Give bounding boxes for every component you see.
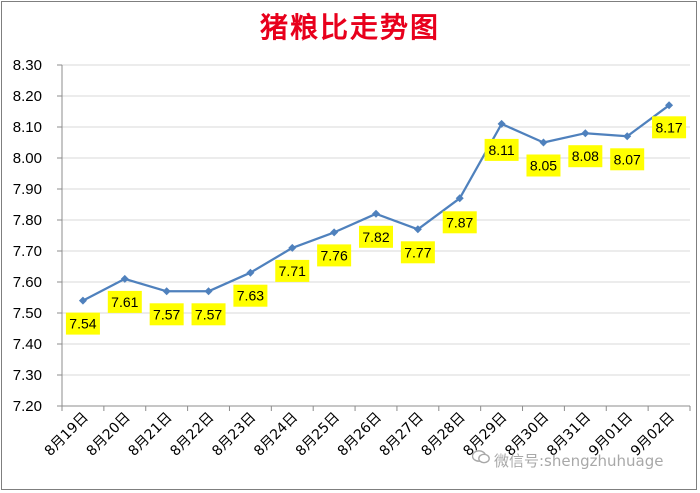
data-label: 7.61 (107, 290, 142, 313)
data-points (78, 101, 674, 305)
watermark: 微信号:shengzhuhuage (472, 450, 663, 471)
data-point (330, 228, 339, 237)
data-point (497, 119, 506, 128)
y-tick-label: 8.20 (13, 88, 42, 105)
y-tick-label: 8.00 (13, 150, 42, 167)
data-point (78, 296, 87, 305)
data-label-bg (275, 259, 310, 282)
data-label: 8.08 (568, 145, 603, 168)
data-label-text: 7.76 (321, 247, 348, 263)
data-label-text: 8.05 (530, 158, 557, 174)
data-labels: 7.54 7.61 7.57 7.57 7.63 7.71 7.76 7.82 7.77 7.87… (65, 116, 687, 335)
data-label-bg (568, 145, 603, 168)
data-label-bg (484, 138, 519, 161)
x-tick-label: 8月26日 (335, 410, 385, 460)
data-label-bg (191, 303, 226, 326)
data-label: 8.07 (610, 148, 645, 171)
data-label-bg (65, 312, 100, 335)
y-tick-label: 7.70 (13, 243, 42, 260)
x-tick-label: 8月22日 (167, 410, 217, 460)
data-point (413, 225, 422, 234)
data-label-text: 7.87 (446, 214, 473, 230)
data-label: 7.76 (317, 244, 352, 267)
x-tick-label: 8月24日 (251, 410, 301, 460)
data-label: 7.87 (442, 211, 477, 234)
data-label: 7.54 (65, 312, 100, 335)
x-tick-label: 8月27日 (377, 410, 427, 460)
data-label: 7.71 (275, 259, 310, 282)
data-point (539, 138, 548, 147)
y-tick-label: 7.20 (13, 398, 42, 415)
series-line (82, 104, 670, 302)
x-tick-label: 8月28日 (419, 410, 469, 460)
data-label: 7.82 (359, 225, 393, 248)
y-axis-ticks: 8.30 8.20 8.10 8.00 7.90 7.80 7.70 7.60 7.50 7.40… (13, 57, 42, 415)
data-label: 8.17 (652, 116, 687, 139)
data-label: 7.77 (400, 241, 435, 264)
data-point (665, 101, 674, 110)
data-label-text: 7.77 (404, 244, 431, 260)
chart-title: 猪粮比走势图 (259, 11, 440, 44)
data-label-text: 7.57 (195, 306, 222, 322)
data-label-bg (400, 241, 435, 264)
data-label-bg (442, 211, 477, 234)
data-label-text: 8.11 (488, 142, 514, 158)
data-point (372, 209, 380, 218)
data-label-bg (107, 290, 142, 313)
x-tick-label: 8月23日 (209, 410, 259, 460)
data-label-bg (526, 154, 561, 177)
data-point (246, 268, 255, 277)
x-tick-label: 8月21日 (125, 410, 175, 460)
gridlines (62, 64, 690, 376)
data-label: 8.05 (526, 154, 561, 177)
y-tick-label: 7.40 (13, 336, 42, 353)
data-point (120, 274, 129, 283)
y-tick-label: 7.80 (13, 212, 42, 229)
x-tick-label: 8月20日 (84, 410, 134, 460)
data-label-text: 7.71 (279, 263, 306, 279)
data-label-bg (610, 148, 645, 171)
data-label-text: 8.08 (572, 148, 599, 164)
data-label-text: 8.07 (614, 151, 641, 167)
data-label: 7.57 (149, 303, 184, 326)
data-label-text: 7.61 (111, 294, 138, 310)
data-point (581, 129, 590, 138)
data-point (204, 287, 213, 296)
y-tick-label: 7.30 (13, 367, 42, 384)
data-label-bg (652, 116, 687, 139)
y-tick-label: 7.60 (13, 274, 42, 291)
data-label: 7.63 (233, 284, 268, 307)
data-label-bg (149, 303, 184, 326)
x-tick-label: 8月19日 (42, 410, 92, 460)
data-label: 8.11 (484, 138, 519, 161)
data-label-text: 7.57 (153, 306, 180, 322)
data-point (162, 287, 171, 296)
data-label-text: 8.17 (655, 119, 682, 135)
data-point (623, 132, 632, 141)
data-label: 7.57 (191, 303, 226, 326)
data-label-text: 7.63 (237, 288, 264, 304)
data-point (455, 194, 464, 203)
data-label-bg (233, 284, 268, 307)
axes (57, 64, 691, 411)
data-label-text: 7.82 (362, 229, 389, 245)
y-tick-label: 8.30 (13, 57, 42, 74)
y-tick-label: 8.10 (13, 119, 42, 136)
wechat-icon (472, 450, 490, 468)
series-line-path (82, 104, 670, 302)
y-tick-label: 7.90 (13, 181, 42, 198)
y-tick-label: 7.50 (13, 305, 42, 322)
x-tick-label: 8月25日 (293, 410, 343, 460)
data-label-bg (317, 244, 352, 267)
data-point (288, 243, 297, 252)
watermark-text: 微信号:shengzhuhuage (494, 452, 664, 470)
data-label-bg (359, 225, 393, 248)
data-label-text: 7.54 (69, 316, 96, 332)
